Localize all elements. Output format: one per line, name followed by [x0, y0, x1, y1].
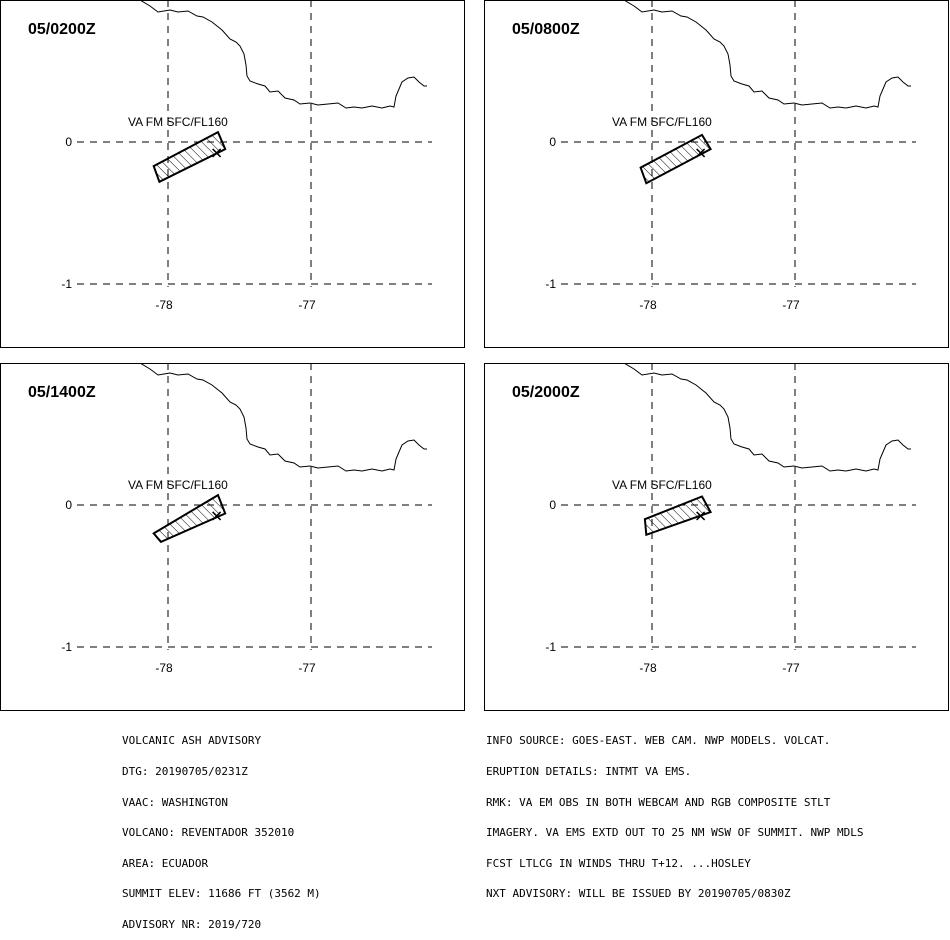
forecast-panel: 05/2000Z VA FM SFC/FL160 0 -1 -78 -77: [484, 363, 949, 711]
ash-level-label: VA FM SFC/FL160: [128, 115, 228, 129]
map-canvas: 05/0200Z VA FM SFC/FL160 0 -1 -78 -77: [28, 1, 432, 312]
lat-tick-label: -1: [545, 277, 556, 291]
lon-tick-label: -77: [782, 661, 800, 675]
lon-tick-label: -78: [155, 298, 173, 312]
graticule: [77, 364, 432, 650]
advisory-line: VOLCANIC ASH ADVISORY: [122, 734, 262, 748]
graticule: [561, 364, 916, 650]
forecast-panel: 05/0200Z VA FM SFC/FL160 0 -1 -78 -77: [0, 0, 465, 348]
lon-tick-label: -77: [298, 661, 316, 675]
map-canvas: 05/2000Z VA FM SFC/FL160 0 -1 -78 -77: [512, 364, 916, 675]
advisory-details-block: INFO SOURCE: GOES-EAST. WEB CAM. NWP MOD…: [486, 716, 864, 910]
lat-tick-label: 0: [549, 498, 556, 512]
advisory-line: ERUPTION DETAILS: INTMT VA EMS.: [486, 765, 692, 779]
advisory-line: DTG: 20190705/0231Z: [122, 765, 248, 779]
lat-tick-label: -1: [61, 277, 72, 291]
ash-cloud-polygon: [639, 133, 713, 185]
lat-tick-label: 0: [65, 135, 72, 149]
coastline: [140, 1, 427, 109]
volcano-marker-icon: [212, 511, 222, 521]
ash-cloud-polygon: [643, 495, 713, 537]
ash-level-label: VA FM SFC/FL160: [612, 478, 712, 492]
panel-title: 05/0800Z: [512, 21, 580, 38]
panel-title: 05/0200Z: [28, 21, 96, 38]
lon-tick-label: -78: [639, 298, 657, 312]
graticule: [561, 1, 916, 287]
coastline: [624, 1, 911, 109]
forecast-panel: 05/1400Z VA FM SFC/FL160 0 -1 -78 -77: [0, 363, 465, 711]
advisory-line: IMAGERY. VA EMS EXTD OUT TO 25 NM WSW OF…: [486, 826, 864, 840]
panel-title: 05/2000Z: [512, 384, 580, 401]
advisory-line: VAAC: WASHINGTON: [122, 795, 228, 809]
advisory-line: FCST LTLCG IN WINDS THRU T+12. ...HOSLEY: [486, 856, 751, 870]
advisory-line: NXT ADVISORY: WILL BE ISSUED BY 20190705…: [486, 887, 791, 901]
graticule: [77, 1, 432, 287]
panel-title: 05/1400Z: [28, 384, 96, 401]
map-canvas: 05/0800Z VA FM SFC/FL160 0 -1 -78 -77: [512, 1, 916, 312]
map-canvas: 05/1400Z VA FM SFC/FL160 0 -1 -78 -77: [28, 364, 432, 675]
advisory-header-block: VOLCANIC ASH ADVISORY DTG: 20190705/0231…: [122, 716, 321, 940]
lat-tick-label: 0: [65, 498, 72, 512]
advisory-line: RMK: VA EM OBS IN BOTH WEBCAM AND RGB CO…: [486, 795, 831, 809]
advisory-line: SUMMIT ELEV: 11686 FT (3562 M): [122, 887, 321, 901]
ash-level-label: VA FM SFC/FL160: [128, 478, 228, 492]
ash-cloud-polygon: [152, 493, 227, 544]
volcano-marker-icon: [696, 148, 706, 158]
forecast-panel: 05/0800Z VA FM SFC/FL160 0 -1 -78 -77: [484, 0, 949, 348]
lon-tick-label: -78: [639, 661, 657, 675]
lat-tick-label: -1: [61, 640, 72, 654]
coastline: [624, 364, 911, 472]
advisory-line: VOLCANO: REVENTADOR 352010: [122, 826, 295, 840]
volcano-marker-icon: [696, 511, 706, 521]
lon-tick-label: -77: [782, 298, 800, 312]
lon-tick-label: -78: [155, 661, 173, 675]
lat-tick-label: -1: [545, 640, 556, 654]
lon-tick-label: -77: [298, 298, 316, 312]
volcano-marker-icon: [212, 148, 222, 158]
lat-tick-label: 0: [549, 135, 556, 149]
advisory-line: ADVISORY NR: 2019/720: [122, 918, 262, 932]
advisory-line: INFO SOURCE: GOES-EAST. WEB CAM. NWP MOD…: [486, 734, 831, 748]
coastline: [140, 364, 427, 472]
ash-level-label: VA FM SFC/FL160: [612, 115, 712, 129]
advisory-line: AREA: ECUADOR: [122, 856, 209, 870]
ash-cloud-polygon: [152, 130, 227, 184]
